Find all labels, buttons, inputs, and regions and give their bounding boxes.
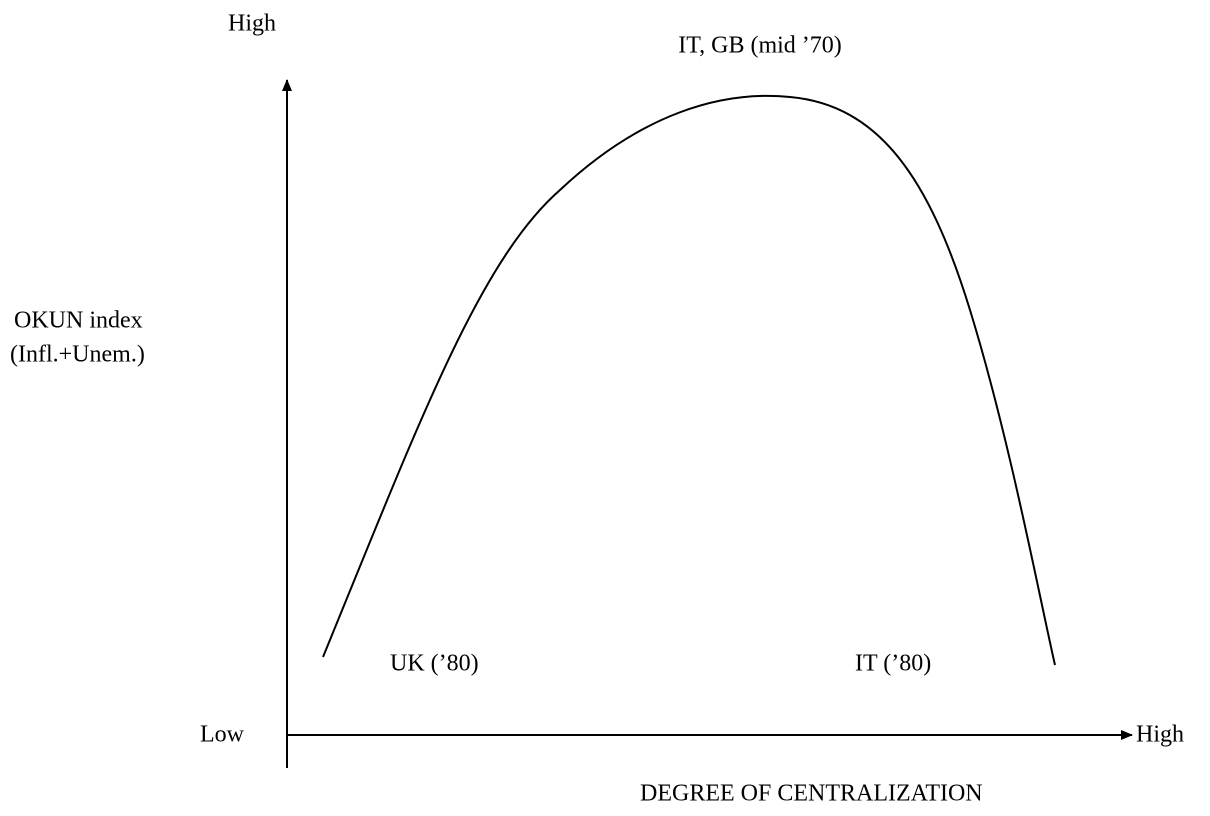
x-axis-title: DEGREE OF CENTRALIZATION — [640, 781, 983, 807]
x-low-label: Low — [200, 722, 245, 748]
curve — [322, 94, 1056, 666]
left-annotation: UK (’80) — [390, 651, 479, 677]
y-axis-title: (Infl.+Unem.) — [10, 342, 145, 368]
y-high-label: High — [228, 11, 276, 37]
right-annotation: IT (’80) — [855, 651, 931, 677]
peak-annotation: IT, GB (mid ’70) — [678, 33, 842, 59]
y-axis-title: OKUN index — [14, 308, 143, 334]
x-high-label: High — [1136, 722, 1184, 748]
